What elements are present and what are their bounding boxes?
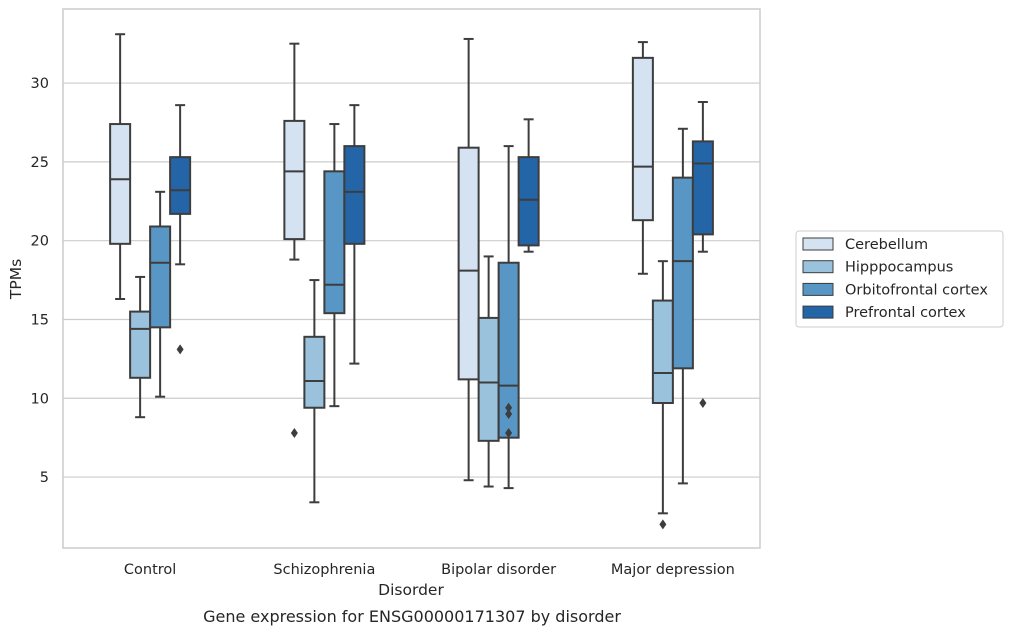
iqr-box <box>691 140 714 236</box>
box-orbitofrontal-cortex-major-depression <box>671 127 694 485</box>
outlier-point <box>505 427 513 438</box>
y-axis-title: TPMs <box>7 259 25 300</box>
plot-frame <box>62 8 761 549</box>
plot-area <box>109 33 714 530</box>
iqr-box <box>477 316 500 442</box>
iqr-box <box>651 299 674 405</box>
x-tick-label: Schizophrenia <box>273 562 375 578</box>
legend-swatch <box>802 260 834 274</box>
box-hipppocampus-control <box>129 275 152 419</box>
y-tick-label: 5 <box>40 470 49 486</box>
box-prefrontal-cortex-major-depression <box>691 100 714 409</box>
legend-item-cerebellum: Cerebellum <box>802 237 928 253</box>
legend-label: Hipppocampus <box>845 260 953 276</box>
legend-swatch <box>802 305 834 319</box>
box-prefrontal-cortex-bipolar-disorder <box>517 118 540 253</box>
box-prefrontal-cortex-control <box>169 104 192 355</box>
legend-frame <box>795 230 1004 328</box>
x-axis-title: Disorder <box>378 581 444 599</box>
y-tick-label: 10 <box>31 391 49 407</box>
iqr-box <box>149 225 172 329</box>
legend-item-hipppocampus: Hipppocampus <box>802 260 953 276</box>
box-orbitofrontal-cortex-bipolar-disorder <box>497 145 520 490</box>
legend-item-orbitofrontal-cortex: Orbitofrontal cortex <box>802 282 988 298</box>
box-cerebellum-major-depression <box>631 41 654 275</box>
box-cerebellum-schizophrenia <box>283 42 306 438</box>
box-orbitofrontal-cortex-schizophrenia <box>323 123 346 408</box>
x-tick-label: Control <box>124 562 176 578</box>
chart-caption: Gene expression for ENSG00000171307 by d… <box>203 607 621 626</box>
outlier-point <box>176 344 184 355</box>
legend-label: Prefrontal cortex <box>845 305 966 321</box>
x-axis-ticks: Control Schizophrenia Bipolar disorder Majo… <box>124 562 735 578</box>
box-hipppocampus-schizophrenia <box>303 279 326 504</box>
box-orbitofrontal-cortex-control <box>149 190 172 398</box>
outlier-point <box>699 398 707 409</box>
legend-label: Orbitofrontal cortex <box>845 282 988 298</box>
iqr-box <box>303 335 326 409</box>
outlier-point <box>505 409 513 420</box>
y-tick-label: 25 <box>31 155 49 171</box>
iqr-box <box>343 145 366 245</box>
legend-item-prefrontal-cortex: Prefrontal cortex <box>802 305 966 321</box>
outlier-point <box>290 427 298 438</box>
legend-swatch <box>802 237 834 251</box>
iqr-box <box>109 123 132 245</box>
iqr-box <box>129 310 152 379</box>
box-cerebellum-control <box>109 33 132 300</box>
iqr-box <box>283 119 306 241</box>
box-hipppocampus-bipolar-disorder <box>477 255 500 488</box>
legend-swatch <box>802 282 834 296</box>
y-axis-ticks: 5 10 15 20 25 30 <box>31 76 49 486</box>
y-tick-label: 30 <box>31 76 49 92</box>
iqr-box <box>457 146 480 381</box>
legend: Cerebellum Hipppocampus Orbitofrontal cort… <box>795 230 1004 328</box>
outlier-point <box>659 519 667 530</box>
y-tick-label: 15 <box>31 312 49 328</box>
outlier-point <box>505 402 513 413</box>
x-tick-label: Major depression <box>611 562 735 578</box>
legend-items: Cerebellum Hipppocampus Orbitofrontal cort… <box>802 237 988 321</box>
iqr-box <box>169 156 192 215</box>
legend-label: Cerebellum <box>845 237 928 253</box>
x-tick-label: Bipolar disorder <box>441 562 556 578</box>
box-cerebellum-bipolar-disorder <box>457 37 480 482</box>
iqr-box <box>517 156 540 247</box>
iqr-box <box>323 170 346 315</box>
y-tick-label: 20 <box>31 234 49 250</box>
iqr-box <box>631 56 654 222</box>
box-hipppocampus-major-depression <box>651 260 674 530</box>
iqr-box <box>671 176 694 370</box>
box-prefrontal-cortex-schizophrenia <box>343 104 366 365</box>
